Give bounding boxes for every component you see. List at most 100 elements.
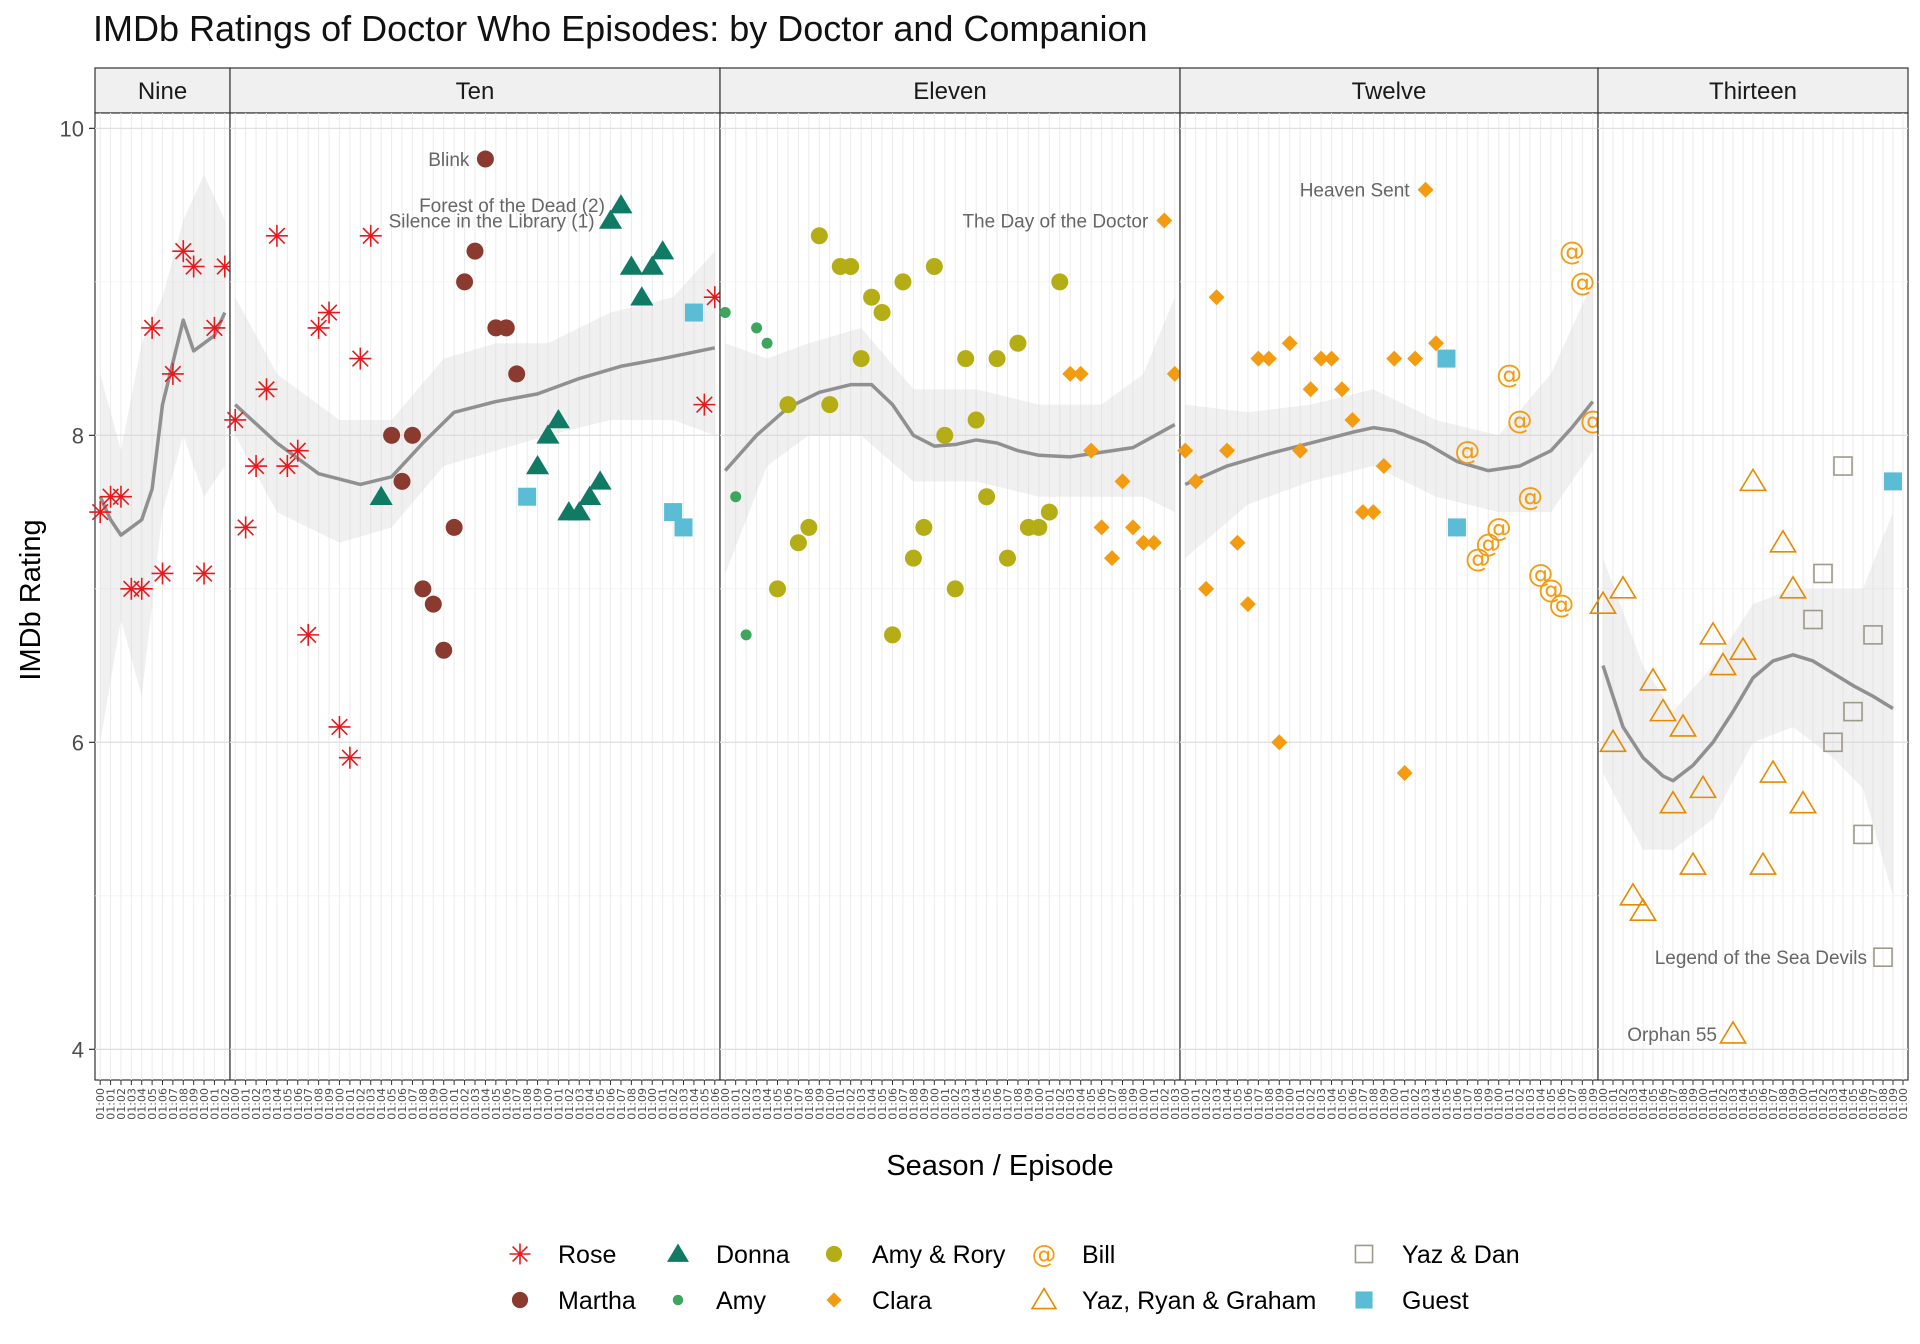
panel-nine: Nine01:0001:0101:0201:0301:0401:0501:060… [89,67,236,1120]
x-tick-label: 01:08 [1367,1088,1380,1120]
x-tick-label: 01:04 [1075,1088,1088,1120]
x-tick-label: 01:03 [260,1088,273,1120]
point-yaz-ryan-graham [1608,575,1638,599]
x-tick-label: 01:01 [552,1088,565,1120]
point-clara [1198,580,1215,597]
point-amy-rory [779,396,797,414]
legend-key-bill: @ [1032,1240,1057,1269]
panel-ten: Ten Blink Forest of the Dead (2)Silence in… [224,67,726,1120]
x-tick-label: 01:04 [271,1088,284,1120]
point-clara [1354,504,1371,521]
point-rose [338,746,361,769]
point-yaz-ryan-graham [1778,575,1808,599]
strip-label-eleven: Eleven [913,78,986,105]
point-rose [359,224,382,247]
x-tick-label: 01:01 [1707,1088,1720,1120]
point-clara [1333,381,1350,398]
point-clara [1177,442,1194,459]
x-tick-label: 01:08 [1777,1088,1790,1120]
x-tick-label: 01:07 [1357,1088,1370,1120]
point-clara [1375,458,1392,475]
x-tick-label: 01:05 [281,1088,294,1120]
x-tick-label: 01:04 [375,1088,388,1120]
point-rose [224,408,247,431]
point-amy-rory [873,304,891,322]
x-tick-label: 01:00 [333,1088,346,1120]
point-yaz-dan [1843,701,1863,722]
x-tick-label: 01:03 [1827,1088,1840,1120]
strip-label-twelve: Twelve [1352,78,1427,105]
x-tick-label: 01:00 [198,1088,211,1120]
x-tick-label: 01:01 [834,1088,847,1120]
x-tick-label: 01:04 [1837,1088,1850,1120]
point-martha [445,518,463,536]
x-tick-label: 01:09 [427,1088,440,1120]
point-clara [1114,473,1131,490]
point-donna [546,408,570,429]
x-tick-label: 01:06 [292,1088,305,1120]
point-yaz-dan [1833,456,1853,476]
point-yaz-ryan-graham [1728,636,1758,661]
legend-label-yaz-ryan-graham: Yaz, Ryan & Graham [1082,1287,1316,1315]
point-amy-rory [789,534,807,552]
legend-item-amy-rory: Amy & Rory [825,1241,1006,1269]
point-yaz-ryan-graham [1758,759,1788,783]
x-tick-label: 01:03 [960,1088,973,1120]
point-bill: @ [1569,268,1595,298]
legend-label-martha: Martha [558,1287,636,1315]
x-tick-label: 01:01 [657,1088,670,1120]
point-bill: @ [1475,529,1501,559]
point-bill: @ [1517,483,1543,513]
y-axis-title: IMDb Rating [15,519,47,680]
strip-label-thirteen: Thirteen [1709,78,1797,105]
point-guest [1447,518,1466,537]
x-tick-label: 01:02 [115,1088,128,1120]
x-tick-label: 01:01 [1294,1088,1307,1120]
point-rose [172,240,195,263]
x-tick-label: 01:03 [469,1088,482,1120]
x-tick-label: 01:06 [1857,1088,1870,1120]
point-clara [1386,350,1403,367]
point-amy-rory [842,257,860,275]
x-tick-label: 01:08 [1877,1088,1890,1120]
point-clara [1407,350,1424,367]
x-tick-label: 01:06 [887,1088,900,1120]
x-tick-label: 01:05 [876,1088,889,1120]
legend-label-rose: Rose [558,1241,616,1269]
x-tick-label: 01:09 [1482,1088,1495,1120]
point-clara [1292,442,1309,459]
point-clara [1187,473,1204,490]
point-donna [526,455,550,475]
x-tick-label: 01:08 [907,1088,920,1120]
point-clara [1417,181,1434,198]
legend-label-donna: Donna [716,1241,790,1269]
point-amy-rory [915,518,933,536]
smooth-line [723,382,1176,472]
legend-item-guest: Guest [1355,1287,1469,1315]
x-tick-label: 01:06 [709,1088,722,1120]
x-tick-label: 01:06 [1657,1088,1670,1120]
x-tick-label: 01:08 [1576,1088,1589,1120]
x-tick-label: 01:06 [1757,1088,1770,1120]
x-tick-label: 01:07 [406,1088,419,1120]
x-tick-label: 01:09 [532,1088,545,1120]
smooth-line [1184,400,1595,487]
x-tick-label: 01:03 [1315,1088,1328,1120]
point-clara [1281,335,1298,352]
point-clara [1344,411,1361,428]
x-tick-label: 01:08 [803,1088,816,1120]
point-bill: @ [1454,437,1480,467]
point-clara [1260,350,1277,367]
point-bill: @ [1528,559,1554,589]
smooth-line [234,346,716,487]
x-tick-label: 01:03 [1064,1088,1077,1120]
point-donna [578,485,602,505]
x-tick-label: 01:04 [761,1088,774,1120]
point-clara [1083,442,1100,459]
point-donna [588,470,612,490]
x-tick-label: 01:07 [1106,1088,1119,1120]
x-tick-label: 01:06 [1346,1088,1359,1120]
point-donna [598,209,623,229]
point-guest [518,487,537,506]
x-tick-label: 01:04 [688,1088,701,1120]
